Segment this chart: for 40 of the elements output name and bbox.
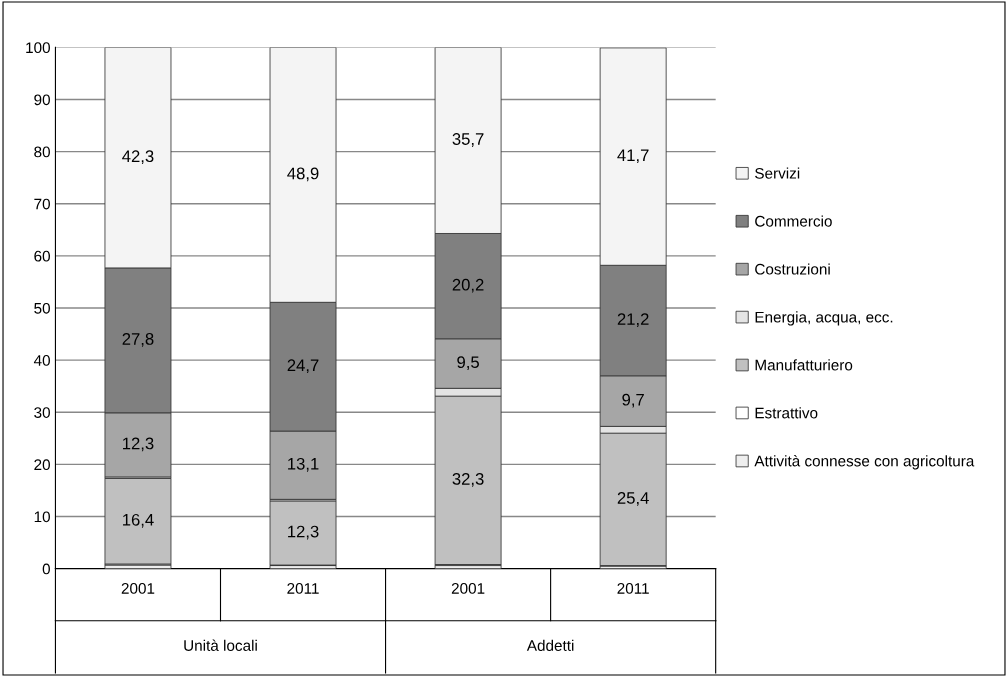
y-tick-label: 20 [34, 459, 50, 471]
data-label: 41,7 [617, 149, 649, 164]
data-label: 20,2 [452, 278, 484, 293]
x-tick-label: 2011 [287, 582, 319, 594]
text: Addetti [526, 639, 574, 651]
data-label: 21,2 [617, 313, 649, 327]
data-label: 27,8 [122, 333, 154, 347]
data-label: 9,7 [622, 393, 644, 408]
data-label: 12,3 [123, 437, 154, 452]
text: Unità locali [184, 639, 257, 651]
legend-label: Costruzioni [755, 263, 830, 275]
legend-label: Attività connesse con agricoltura [754, 455, 975, 470]
y-tick-label: 30 [34, 407, 50, 418]
legend-label: Manufatturiero [755, 359, 853, 371]
data-label: 13,1 [288, 457, 319, 472]
x-tick-label: 2011 [617, 582, 649, 594]
data-label: 16,4 [123, 513, 154, 528]
data-label: 12,3 [288, 525, 319, 540]
y-tick-label: 10 [34, 511, 50, 523]
legend-label: Servizi [755, 167, 800, 179]
data-label: 24,7 [287, 359, 319, 374]
y-tick-label: 50 [34, 302, 50, 314]
x-tick-label: 2001 [121, 582, 155, 594]
y-tick-label: 80 [34, 146, 50, 158]
y-tick-label: 40 [33, 355, 50, 366]
y-tick-label: 70 [34, 198, 50, 210]
y-tick-label: 90 [34, 94, 50, 106]
data-label: 48,9 [287, 167, 319, 182]
legend-label: Commercio [755, 215, 832, 227]
y-tick-label: 60 [34, 250, 50, 262]
y-tick-label: 100 [26, 42, 50, 54]
legend-label: Estrattivo [755, 407, 818, 419]
data-label: 32,3 [452, 472, 484, 487]
data-label: 35,7 [452, 133, 484, 147]
x-tick-label: 2001 [451, 582, 485, 594]
y-tick-label: 0 [42, 563, 50, 575]
data-label: 25,4 [617, 492, 649, 506]
data-label: 42,3 [122, 150, 154, 165]
legend-label: Energia, acqua, ecc. [755, 311, 893, 326]
data-label: 9,5 [457, 356, 479, 370]
